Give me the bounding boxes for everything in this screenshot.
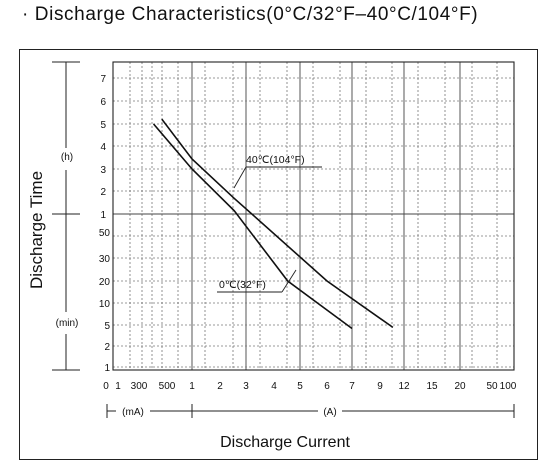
x-tick-label: 500 bbox=[159, 381, 176, 392]
y-unit-hours: (h) bbox=[61, 152, 73, 163]
x-unit-a: (A) bbox=[323, 407, 336, 418]
x-tick-label: 20 bbox=[454, 381, 466, 392]
y-tick-label: 30 bbox=[99, 254, 111, 265]
y-tick-label: 1 bbox=[100, 210, 106, 221]
x-tick-label: 12 bbox=[398, 381, 410, 392]
y-tick-label: 10 bbox=[99, 299, 111, 310]
x-tick-label: 1 bbox=[115, 381, 121, 392]
x-tick-label: 1 bbox=[189, 381, 195, 392]
chart-frame bbox=[19, 49, 538, 460]
y-tick-label: 50 bbox=[99, 228, 111, 239]
y-tick-label: 6 bbox=[100, 97, 106, 108]
series-line-40c bbox=[161, 118, 394, 329]
chart-title: · Discharge Characteristics(0°C/32°F–40°… bbox=[22, 4, 479, 25]
y-axis-label: Discharge Time bbox=[27, 171, 46, 289]
x-tick-label: 9 bbox=[377, 381, 383, 392]
y-tick-label: 5 bbox=[100, 120, 106, 131]
y-tick-label: 5 bbox=[104, 321, 110, 332]
y-tick-label: 4 bbox=[100, 142, 106, 153]
plot-border bbox=[112, 61, 515, 371]
x-tick-label: 15 bbox=[426, 381, 438, 392]
series-label-leader bbox=[281, 269, 297, 293]
x-tick-label: 0 bbox=[103, 381, 109, 392]
y-unit-minutes: (min) bbox=[56, 318, 79, 329]
y-tick-label: 1 bbox=[104, 363, 110, 374]
x-tick-label: 50 bbox=[486, 381, 498, 392]
x-tick-label: 3 bbox=[243, 381, 249, 392]
x-tick-label: 2 bbox=[217, 381, 223, 392]
y-tick-label: 20 bbox=[99, 277, 111, 288]
x-unit-ma: (mA) bbox=[122, 407, 144, 418]
y-tick-label: 7 bbox=[100, 74, 106, 85]
y-tick-label: 2 bbox=[100, 187, 106, 198]
series-label-40c: 40℃(104°F) bbox=[246, 154, 305, 166]
x-tick-label: 4 bbox=[271, 381, 277, 392]
y-tick-label: 2 bbox=[104, 342, 110, 353]
series-label-leader bbox=[233, 166, 247, 189]
x-tick-label: 100 bbox=[500, 381, 517, 392]
y-tick-label: 3 bbox=[100, 165, 106, 176]
x-tick-label: 5 bbox=[297, 381, 303, 392]
series-line-0c bbox=[152, 123, 353, 330]
x-axis-label: Discharge Current bbox=[220, 434, 350, 451]
x-tick-label: 7 bbox=[349, 381, 355, 392]
series-label-0c: 0℃(32°F) bbox=[219, 279, 266, 291]
x-tick-label: 300 bbox=[131, 381, 148, 392]
x-tick-label: 6 bbox=[324, 381, 330, 392]
